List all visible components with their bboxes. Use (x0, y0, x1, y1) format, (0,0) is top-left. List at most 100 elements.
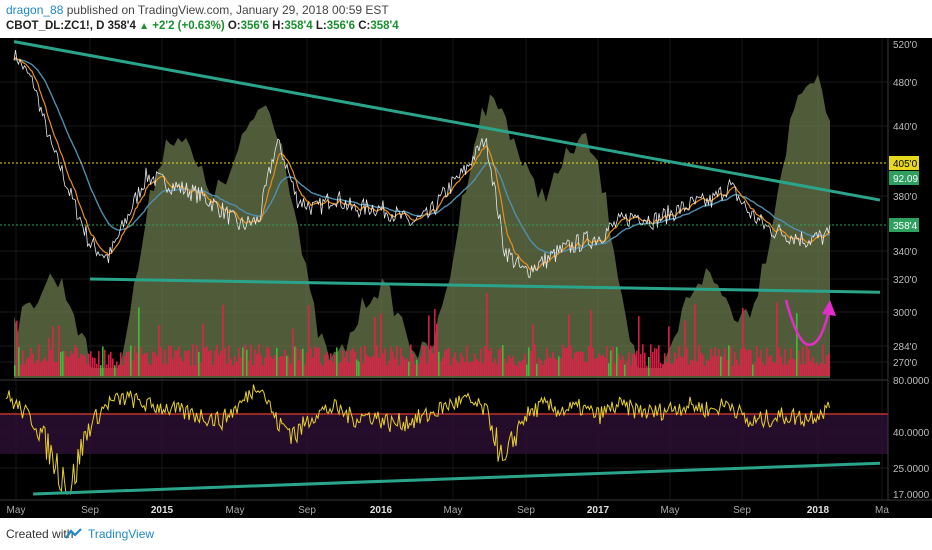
volume-bar (118, 365, 120, 376)
indicator-trendline[interactable] (33, 461, 881, 496)
volume-bar (386, 365, 388, 376)
price-tick-label: 320'0 (893, 275, 918, 286)
volume-bar (84, 355, 86, 376)
volume-bar (168, 345, 170, 376)
volume-bar (558, 356, 560, 376)
volume-bar (454, 352, 456, 376)
tradingview-brand[interactable]: TradingView (88, 527, 155, 541)
price-chart[interactable]: 520'0 480'0 440'0 380'0 340'0 320'0 300'0 284'0… (0, 38, 932, 518)
volume-bar (758, 357, 760, 376)
trendlines[interactable] (13, 40, 881, 294)
volume-bar (484, 346, 486, 376)
volume-bar (798, 350, 800, 376)
volume-bar (582, 351, 584, 376)
volume-bar (684, 320, 686, 376)
ema-fast-line (13, 57, 831, 271)
volume-bar (58, 325, 60, 376)
price-scale[interactable] (888, 38, 932, 518)
volume-bar (534, 344, 536, 376)
volume-bar (650, 344, 652, 376)
volume-bar (124, 356, 126, 376)
price-tick-label: 380'0 (893, 192, 918, 203)
price-line (13, 50, 831, 278)
volume-bar (492, 362, 494, 376)
time-axis[interactable]: May Sep 2015 May Sep 2016 May Sep 2017 May Sep 2018… (7, 505, 890, 516)
volume-bar (20, 364, 22, 376)
volume-bar (318, 347, 320, 376)
volume-area (14, 74, 830, 378)
volume-bar (308, 304, 310, 376)
volume-bar (742, 307, 744, 376)
volume-bar (294, 346, 296, 376)
volume-bar (486, 292, 488, 376)
volume-bar (202, 323, 204, 376)
volume-bar (384, 348, 386, 376)
trendline[interactable] (90, 277, 881, 294)
level-label-9209: 92.09 (893, 174, 918, 185)
volume-bar (372, 356, 374, 376)
volume-bar (332, 361, 334, 376)
level-label-358: 358'4 (893, 221, 918, 232)
volume-bar (778, 347, 780, 376)
volume-bar (616, 347, 618, 376)
volume-bar (226, 363, 228, 376)
volume-bar (740, 349, 742, 376)
volume-bar (494, 358, 496, 376)
publish-info: dragon_88 published on TradingView.com, … (6, 3, 389, 17)
author-link[interactable]: dragon_88 (6, 3, 64, 17)
volume-bar (154, 352, 156, 376)
volume-bar (596, 357, 598, 376)
volume-bar (544, 359, 546, 376)
time-tick-label: 2016 (370, 505, 393, 516)
volume-bar (288, 356, 290, 376)
volume-bar (694, 304, 696, 376)
low-label: L: (315, 20, 327, 32)
indicator-tick-label: 25.0000 (893, 464, 930, 475)
volume-bar (232, 365, 234, 376)
volume-bar (208, 351, 210, 376)
trendline[interactable] (13, 40, 881, 202)
volume-bar (788, 359, 790, 376)
symbol-name[interactable]: CBOT_DL:ZC1!, D (6, 20, 105, 32)
indicator-band (0, 414, 888, 454)
volume-bar (392, 351, 394, 376)
volume-bar (496, 364, 498, 376)
volume-bar (60, 352, 62, 376)
volume-bar (668, 326, 670, 376)
volume-bar (160, 347, 162, 376)
volume-bar (614, 363, 616, 376)
volume-bar (542, 365, 544, 376)
projection-arrow[interactable] (784, 299, 831, 347)
volume-bar (660, 362, 662, 376)
tradingview-logo-icon[interactable] (64, 527, 84, 541)
volume-bar (736, 359, 738, 376)
volume-bar (412, 353, 414, 376)
volume-bar (56, 361, 58, 376)
volume-bar (820, 362, 822, 376)
volume-bar (646, 365, 648, 376)
volume-bar (548, 357, 550, 376)
volume-bar (786, 364, 788, 376)
volume-bar (96, 363, 98, 376)
volume-bar (68, 357, 70, 376)
volume-bar (222, 304, 224, 376)
volume-bar (726, 360, 728, 376)
volume-bar (148, 363, 150, 376)
volume-bar (174, 350, 176, 376)
volume-bar (244, 344, 246, 376)
volume-bar (752, 364, 754, 376)
volume-bar (510, 358, 512, 376)
volume-bar (144, 353, 146, 376)
volume-bar (146, 352, 148, 376)
volume-bar (110, 351, 112, 376)
volume-bar (588, 345, 590, 376)
volume-bar (42, 359, 44, 376)
volume-bar (584, 361, 586, 376)
volume-bar (600, 356, 602, 376)
volume-bar (380, 313, 382, 376)
volume-bar (132, 360, 134, 376)
volume-bar (464, 362, 466, 376)
volume-bar (290, 363, 292, 376)
volume-bar (102, 346, 104, 376)
ema-slow-line (13, 58, 831, 254)
